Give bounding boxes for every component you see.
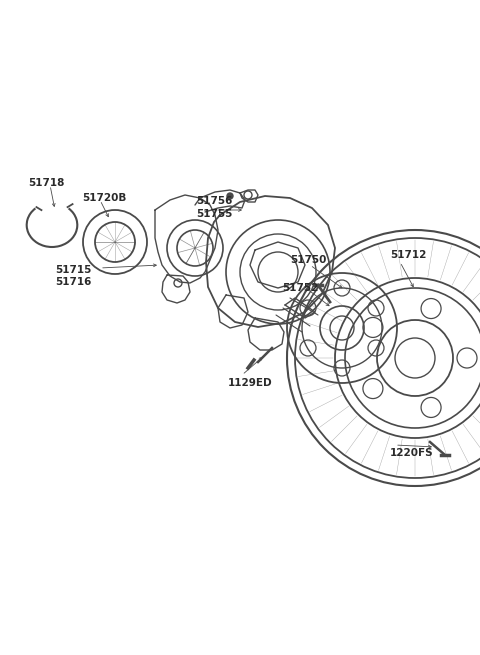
Text: 51720B: 51720B: [82, 193, 126, 203]
Text: 51715: 51715: [55, 265, 91, 275]
Text: 51756: 51756: [196, 196, 232, 206]
Text: 51718: 51718: [28, 178, 64, 188]
Text: 51752: 51752: [282, 283, 318, 293]
Text: 1220FS: 1220FS: [390, 448, 433, 458]
Text: 1129ED: 1129ED: [228, 378, 273, 388]
Text: 51716: 51716: [55, 277, 91, 287]
Text: 51750: 51750: [290, 255, 326, 265]
Circle shape: [227, 193, 233, 199]
Text: 51712: 51712: [390, 250, 426, 260]
Text: 51755: 51755: [196, 209, 232, 219]
